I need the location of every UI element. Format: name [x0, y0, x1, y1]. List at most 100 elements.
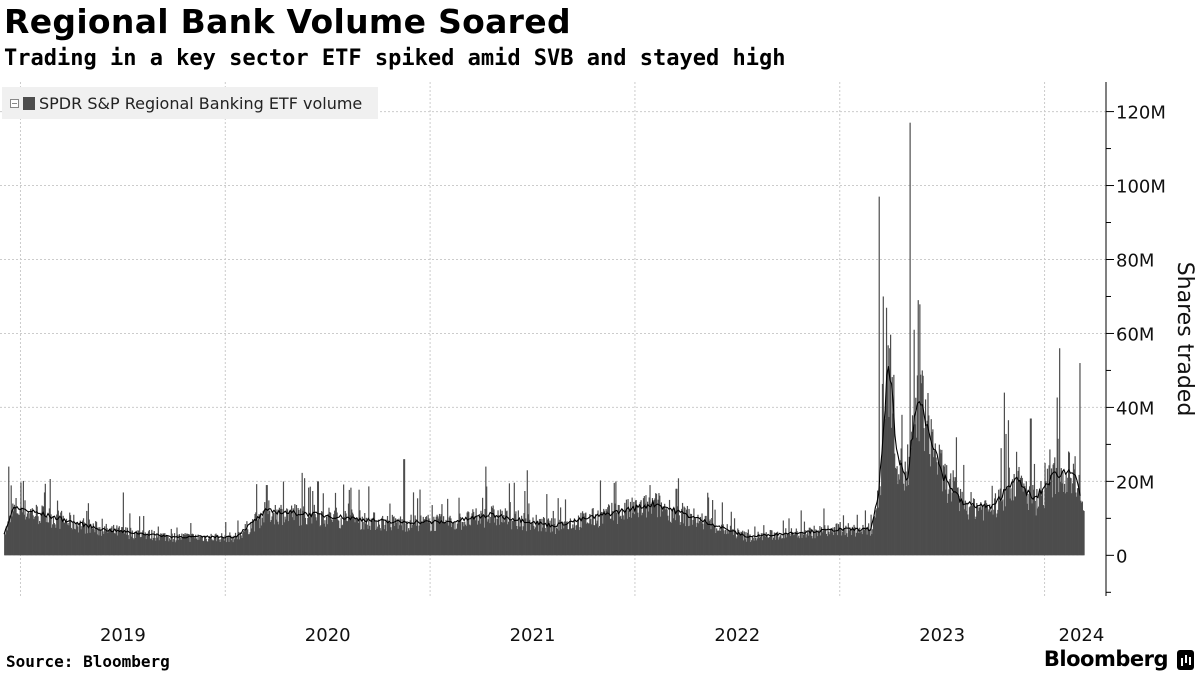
volume-bar: [672, 508, 674, 556]
volume-bar: [1041, 495, 1043, 556]
volume-bar: [709, 519, 711, 556]
volume-bar: [118, 526, 120, 556]
volume-bar: [347, 503, 350, 556]
volume-bar: [457, 520, 459, 556]
volume-bar: [540, 531, 542, 556]
volume-bar: [1044, 462, 1046, 556]
volume-bar: [1014, 496, 1016, 556]
volume-bar: [37, 516, 39, 556]
volume-bar: [1011, 479, 1014, 556]
volume-bar: [489, 523, 491, 556]
volume-bar: [360, 529, 362, 556]
volume-bar: [900, 448, 902, 556]
volume-bar: [968, 519, 970, 556]
volume-bar: [240, 535, 242, 556]
volume-bar: [836, 523, 838, 556]
volume-bar: [1031, 503, 1033, 556]
volume-bar: [583, 516, 585, 556]
volume-bar: [890, 427, 893, 556]
volume-bar: [520, 526, 522, 556]
volume-bar: [351, 512, 354, 556]
volume-bar: [912, 435, 914, 556]
volume-bar: [283, 522, 285, 556]
volume-bar: [397, 528, 399, 556]
volume-bar: [1038, 491, 1040, 556]
volume-bar: [1015, 451, 1018, 556]
volume-bar: [978, 507, 980, 556]
y-tick-label: 100M: [1116, 177, 1166, 198]
volume-bar: [407, 531, 409, 556]
volume-bar: [867, 526, 869, 556]
volume-bar: [31, 508, 33, 556]
volume-bar: [643, 496, 645, 556]
volume-bar: [616, 524, 619, 556]
volume-bar: [791, 532, 793, 556]
volume-bar: [909, 122, 911, 556]
volume-bar: [977, 511, 979, 556]
volume-bar: [231, 536, 233, 556]
volume-bar: [176, 527, 178, 556]
volume-bar: [1082, 510, 1084, 556]
volume-bar: [110, 527, 112, 556]
volume-bar: [208, 535, 211, 556]
volume-bar: [531, 523, 533, 556]
volume-bar: [1017, 470, 1019, 556]
volume-bar: [1050, 482, 1052, 556]
x-tick-label: 2021: [510, 625, 556, 646]
volume-bar: [635, 500, 637, 556]
volume-bar: [156, 537, 159, 556]
volume-bar: [665, 508, 667, 556]
volume-bar: [942, 465, 945, 556]
volume-bar: [1061, 483, 1063, 556]
volume-bar: [243, 531, 245, 556]
volume-bar: [1067, 477, 1069, 556]
volume-bar: [821, 532, 823, 556]
legend-collapse-icon[interactable]: [10, 98, 19, 108]
volume-bar: [596, 520, 598, 556]
volume-bar: [716, 530, 719, 556]
volume-bar: [896, 466, 898, 556]
volume-bar: [814, 538, 816, 556]
volume-bar: [113, 533, 116, 556]
volume-bar: [389, 503, 391, 556]
volume-bar: [856, 514, 858, 556]
volume-bar: [699, 516, 702, 556]
volume-bar: [52, 524, 54, 556]
volume-bar: [564, 521, 566, 556]
volume-bar: [695, 526, 697, 556]
volume-bar: [916, 375, 919, 556]
volume-bar: [868, 529, 871, 556]
volume-bar: [117, 527, 120, 556]
volume-bar: [759, 537, 761, 556]
volume-bar: [683, 506, 685, 556]
volume-bar: [899, 460, 901, 556]
volume-bar: [783, 538, 785, 556]
volume-bar: [1037, 508, 1039, 556]
volume-bar: [624, 502, 626, 556]
volume-bar: [165, 541, 167, 556]
volume-bar: [566, 521, 568, 556]
volume-bar: [104, 531, 107, 556]
volume-bar: [171, 533, 173, 556]
volume-bar: [865, 527, 867, 556]
volume-bar: [387, 520, 389, 556]
volume-bar: [726, 524, 728, 556]
volume-bar: [846, 533, 848, 556]
volume-bar: [735, 538, 737, 556]
volume-bar: [962, 500, 964, 556]
volume-bar: [767, 537, 769, 556]
chart-legend[interactable]: SPDR S&P Regional Banking ETF volume: [2, 87, 378, 119]
volume-bar: [504, 508, 506, 556]
volume-bar: [586, 523, 588, 556]
volume-bar: [149, 538, 151, 556]
volume-bar: [968, 507, 971, 556]
volume-bar: [334, 510, 336, 556]
volume-bar: [21, 512, 24, 556]
volume-bar: [699, 520, 701, 556]
volume-bar: [681, 508, 683, 556]
volume-bar: [494, 522, 496, 556]
volume-bar: [98, 535, 100, 556]
volume-bar: [684, 507, 686, 556]
volume-bar: [253, 531, 255, 556]
volume-bar: [1080, 500, 1082, 556]
